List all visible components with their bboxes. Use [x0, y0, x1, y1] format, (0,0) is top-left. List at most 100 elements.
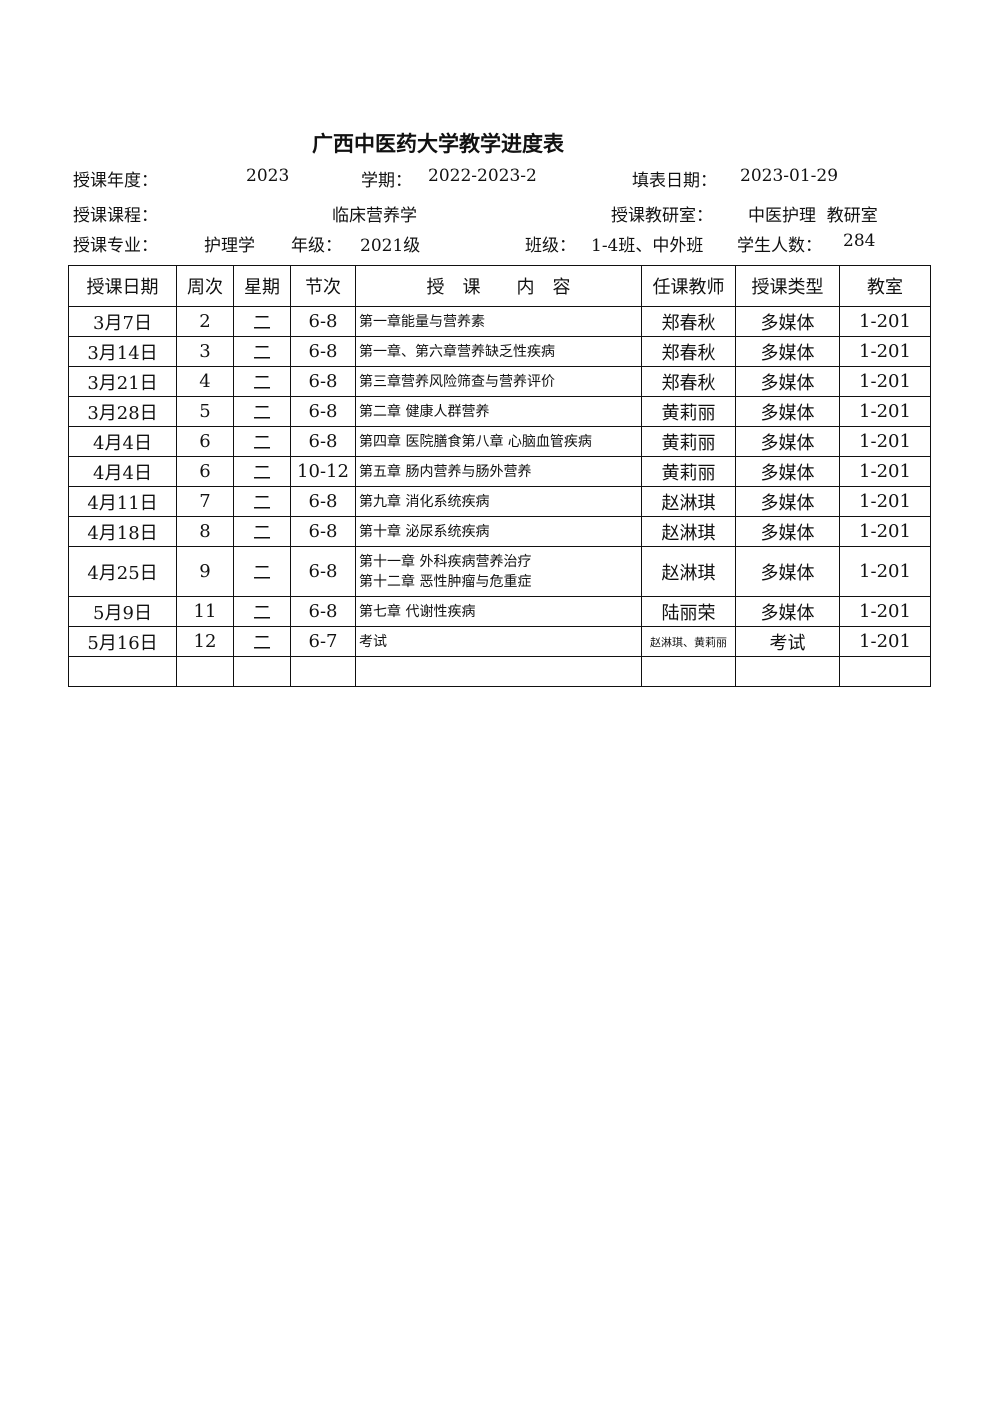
cell-date: 5月16日: [68, 626, 177, 657]
header-date: 授课日期: [68, 265, 177, 307]
cell-room: 1-201: [839, 486, 931, 517]
grade-value: 2021级: [360, 236, 421, 256]
cell-periods: 6-8: [290, 366, 356, 397]
table-row: 3月28日 5 二 6-8 第二章 健康人群营养 黄莉丽 多媒体 1-201: [68, 396, 931, 427]
cell-date: 4月4日: [68, 426, 177, 457]
table-row: 3月14日 3 二 6-8 第一章、第六章营养缺乏性疾病 郑春秋 多媒体 1-201: [68, 336, 931, 367]
cell-type: 多媒体: [735, 486, 840, 517]
header-week: 周次: [176, 265, 234, 307]
year-label: 授课年度：: [73, 171, 158, 191]
major-label: 授课专业：: [73, 236, 158, 256]
header-type: 授课类型: [735, 265, 840, 307]
schedule-table: 授课日期 周次 星期 节次授 课 内 容任课教师 授课类型 教室 3月7日 2 二 6-8 第一章…: [68, 265, 931, 687]
table-row: 4月18日 8 二 6-8 第十章 泌尿系统疾病 赵淋琪 多媒体 1-201: [68, 516, 931, 547]
table-row: 4月25日 9 二 6-8 第十一章 外科疾病营养治疗 第十二章 恶性肿瘤与危重症 赵淋琪…: [68, 546, 931, 597]
cell-type: 多媒体: [735, 336, 840, 367]
dept-label: 授课教研室：: [611, 206, 713, 226]
cell-week: 8: [176, 516, 234, 547]
grade-label: 年级：: [291, 236, 342, 256]
cell-room: 1-201: [839, 516, 931, 547]
cell-content: 第一章、第六章营养缺乏性疾病: [355, 336, 642, 367]
cell-room: 1-201: [839, 456, 931, 487]
cell-teacher: 黄莉丽: [641, 426, 736, 457]
cell-room: 1-201: [839, 336, 931, 367]
cell-teacher: 陆丽荣: [641, 596, 736, 627]
cell-periods: 6-8: [290, 546, 356, 597]
cell-type: 考试: [735, 626, 840, 657]
cell-content: 第二章 健康人群营养: [355, 396, 642, 427]
cell-content: 第九章 消化系统疾病: [355, 486, 642, 517]
cell-content: 第四章 医院膳食第八章 心脑血管疾病: [355, 426, 642, 457]
cell-type: 多媒体: [735, 516, 840, 547]
major-value: 护理学: [204, 236, 255, 256]
cell-room: 1-201: [839, 626, 931, 657]
cell-content: 第三章营养风险筛查与营养评价: [355, 366, 642, 397]
cell-weekday: 二: [233, 516, 291, 547]
cell-periods: 6-8: [290, 516, 356, 547]
cell-teacher: 赵淋琪: [641, 546, 736, 597]
table-row: 3月7日 2 二 6-8 第一章能量与营养素 郑春秋 多媒体 1-201: [68, 306, 931, 337]
cell-date: 4月25日: [68, 546, 177, 597]
cell-weekday: [233, 656, 291, 687]
year-value: 2023: [246, 166, 290, 186]
cell-periods: 6-8: [290, 486, 356, 517]
cell-date: [68, 656, 177, 687]
cell-type: 多媒体: [735, 426, 840, 457]
cell-weekday: 二: [233, 596, 291, 627]
cell-periods: 6-7: [290, 626, 356, 657]
course-label: 授课课程：: [73, 206, 158, 226]
cell-periods: 6-8: [290, 336, 356, 367]
header-periods: 节次: [290, 265, 356, 307]
cell-content: 第十章 泌尿系统疾病: [355, 516, 642, 547]
students-value: 284: [843, 231, 876, 251]
header-content: 授 课 内 容: [355, 265, 642, 307]
cell-weekday: 二: [233, 396, 291, 427]
cell-teacher: 郑春秋: [641, 366, 736, 397]
cell-room: 1-201: [839, 546, 931, 597]
cell-periods: 6-8: [290, 306, 356, 337]
cell-weekday: 二: [233, 366, 291, 397]
cell-content: [355, 656, 642, 687]
term-label: 学期：: [361, 171, 412, 191]
cell-week: 11: [176, 596, 234, 627]
cell-date: 4月11日: [68, 486, 177, 517]
cell-week: 12: [176, 626, 234, 657]
course-value: 临床营养学: [332, 206, 417, 226]
cell-weekday: 二: [233, 546, 291, 597]
cell-weekday: 二: [233, 426, 291, 457]
cell-room: 1-201: [839, 426, 931, 457]
cell-date: 5月9日: [68, 596, 177, 627]
table-row: [68, 656, 931, 687]
cell-type: 多媒体: [735, 546, 840, 597]
cell-room: [839, 656, 931, 687]
cell-week: 6: [176, 426, 234, 457]
cell-week: 4: [176, 366, 234, 397]
cell-periods: 10-12: [290, 456, 356, 487]
cell-content: 考试: [355, 626, 642, 657]
cell-weekday: 二: [233, 626, 291, 657]
cell-week: 3: [176, 336, 234, 367]
cell-date: 3月7日: [68, 306, 177, 337]
cell-week: 2: [176, 306, 234, 337]
cell-room: 1-201: [839, 596, 931, 627]
table-row: 5月16日 12 二 6-7 考试 赵淋琪、黄莉丽 考试 1-201: [68, 626, 931, 657]
cell-teacher: 黄莉丽: [641, 456, 736, 487]
cell-date: 4月18日: [68, 516, 177, 547]
cell-week: 5: [176, 396, 234, 427]
cell-type: 多媒体: [735, 396, 840, 427]
class-value: 1-4班、中外班: [591, 236, 704, 256]
cell-periods: 6-8: [290, 596, 356, 627]
cell-date: 4月4日: [68, 456, 177, 487]
fill-date-value: 2023-01-29: [740, 166, 839, 186]
cell-week: 7: [176, 486, 234, 517]
table-row: 3月21日 4 二 6-8 第三章营养风险筛查与营养评价 郑春秋 多媒体 1-201: [68, 366, 931, 397]
cell-teacher: 赵淋琪: [641, 486, 736, 517]
cell-teacher: [641, 656, 736, 687]
cell-content: 第五章 肠内营养与肠外营养: [355, 456, 642, 487]
cell-week: 9: [176, 546, 234, 597]
page-title: 广西中医药大学教学进度表: [312, 132, 564, 156]
cell-room: 1-201: [839, 366, 931, 397]
cell-teacher: 郑春秋: [641, 336, 736, 367]
cell-teacher: 赵淋琪、黄莉丽: [641, 626, 736, 657]
